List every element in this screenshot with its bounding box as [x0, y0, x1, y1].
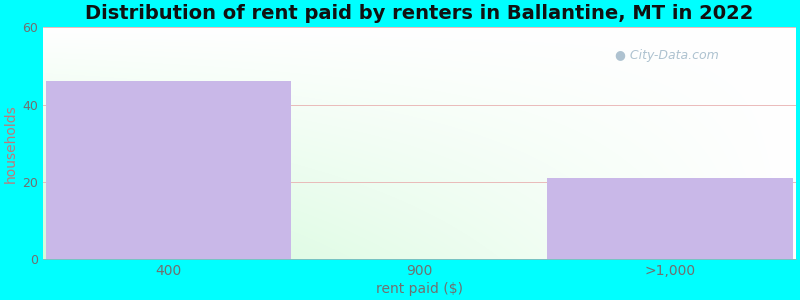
Bar	[46, 82, 291, 259]
Text: ● City-Data.com: ● City-Data.com	[615, 49, 719, 62]
Bar	[547, 178, 794, 259]
Y-axis label: households: households	[4, 104, 18, 182]
Title: Distribution of rent paid by renters in Ballantine, MT in 2022: Distribution of rent paid by renters in …	[86, 4, 754, 23]
X-axis label: rent paid ($): rent paid ($)	[376, 282, 463, 296]
